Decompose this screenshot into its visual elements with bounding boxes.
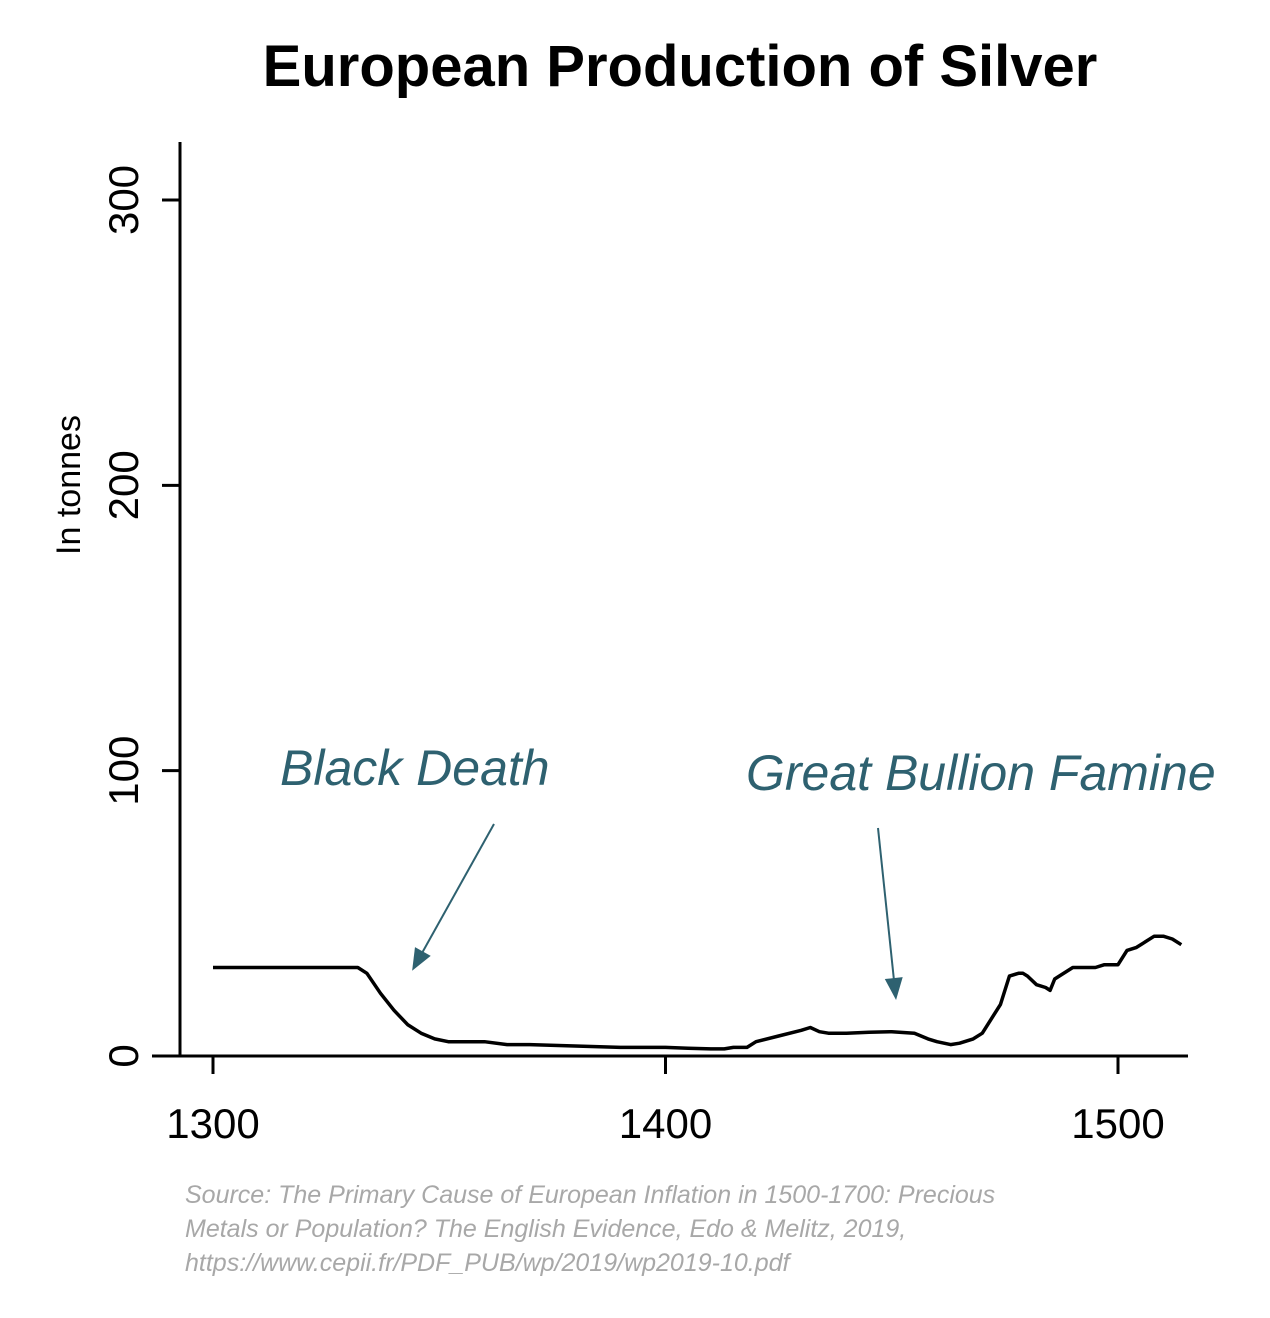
y-tick-label-200: 200: [100, 450, 147, 520]
x-tick-label-1400: 1400: [619, 1100, 712, 1147]
source-note: Source: The Primary Cause of European In…: [185, 1178, 1245, 1280]
silver-production-chart: European Production of Silver In tonnes …: [50, 34, 1216, 1147]
y-tick-label-100: 100: [100, 736, 147, 806]
y-tick-label-300: 300: [100, 165, 147, 235]
arrow-great-bullion-famine: [877, 827, 896, 991]
x-tick-label-1500: 1500: [1071, 1100, 1164, 1147]
y-axis-label: In tonnes: [50, 415, 88, 555]
chart-title: European Production of Silver: [263, 34, 1098, 99]
source-line-3: https://www.cepii.fr/PDF_PUB/wp/2019/wp2…: [185, 1249, 790, 1277]
y-axis-ticks: 0 100 200 300: [100, 165, 180, 1068]
y-tick-label-0: 0: [100, 1044, 147, 1067]
x-axis-ticks: 1300 1400 1500: [166, 1056, 1165, 1147]
source-line-1: Source: The Primary Cause of European In…: [185, 1181, 996, 1209]
silver-production-line: [213, 934, 1183, 1051]
arrowhead-black-death: [412, 947, 431, 971]
annotation-black-death: Black Death: [280, 740, 550, 796]
annotation-great-bullion-famine: Great Bullion Famine: [746, 745, 1216, 801]
arrow-black-death: [416, 823, 495, 963]
source-line-2: Metals or Population? The English Eviden…: [185, 1215, 907, 1243]
x-tick-label-1300: 1300: [166, 1100, 259, 1147]
arrowhead-great-bullion-famine: [884, 977, 903, 1000]
